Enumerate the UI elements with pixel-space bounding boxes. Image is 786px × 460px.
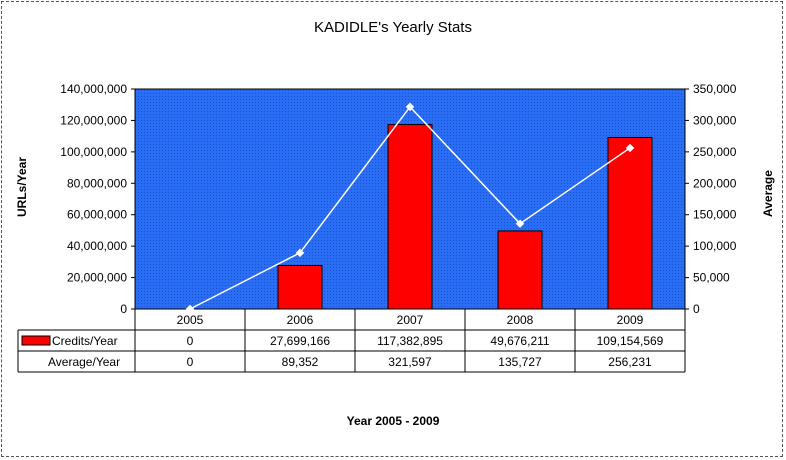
data-label-average: 256,231 <box>608 355 652 369</box>
x-tick-label: 2006 <box>287 313 314 327</box>
y-tick-label-left: 0 <box>120 302 127 316</box>
x-axis-label: Year 2005 - 2009 <box>346 414 440 428</box>
x-tick-label: 2007 <box>397 313 424 327</box>
data-label-credits: 109,154,569 <box>597 334 664 348</box>
bar <box>497 230 543 310</box>
data-label-average: 135,727 <box>498 355 542 369</box>
data-label-credits: 0 <box>187 334 194 348</box>
data-label-average: 321,597 <box>388 355 432 369</box>
legend-swatch-credits <box>21 335 51 346</box>
data-label-credits: 49,676,211 <box>490 334 549 348</box>
y-tick-label-left: 40,000,000 <box>67 239 127 253</box>
x-tick-label: 2009 <box>617 313 644 327</box>
data-label-credits: 117,382,895 <box>377 334 443 348</box>
y-tick-label-right: 350,000 <box>693 82 737 96</box>
bar <box>607 136 653 310</box>
y-tick-label-left: 100,000,000 <box>60 145 127 159</box>
legend-label-average: Average/Year <box>48 355 120 369</box>
x-tick-label: 2008 <box>507 313 534 327</box>
data-label-average: 89,352 <box>282 355 319 369</box>
y-tick-label-left: 80,000,000 <box>67 176 127 190</box>
line-point <box>405 102 415 112</box>
chart-title: KADIDLE's Yearly Stats <box>314 19 472 36</box>
y-tick-label-right: 300,000 <box>693 113 737 127</box>
x-tick-label: 2005 <box>177 313 204 327</box>
legend-label-credits: Credits/Year <box>52 334 118 348</box>
y-tick-label-left: 140,000,000 <box>60 82 127 96</box>
y-tick-label-left: 60,000,000 <box>67 208 127 222</box>
line-point <box>295 248 305 258</box>
line-point <box>185 304 195 314</box>
bar <box>277 264 323 310</box>
y-tick-label-left: 120,000,000 <box>60 113 127 127</box>
bar <box>387 124 433 310</box>
y-tick-label-right: 200,000 <box>693 176 737 190</box>
y-tick-label-right: 0 <box>693 302 700 316</box>
y-tick-label-right: 100,000 <box>693 239 737 253</box>
y-tick-label-right: 50,000 <box>693 271 730 285</box>
y-tick-label-right: 250,000 <box>693 145 737 159</box>
data-label-average: 0 <box>187 355 194 369</box>
y-tick-label-left: 20,000,000 <box>67 271 127 285</box>
y-tick-label-right: 150,000 <box>693 208 737 222</box>
data-label-credits: 27,699,166 <box>270 334 330 348</box>
